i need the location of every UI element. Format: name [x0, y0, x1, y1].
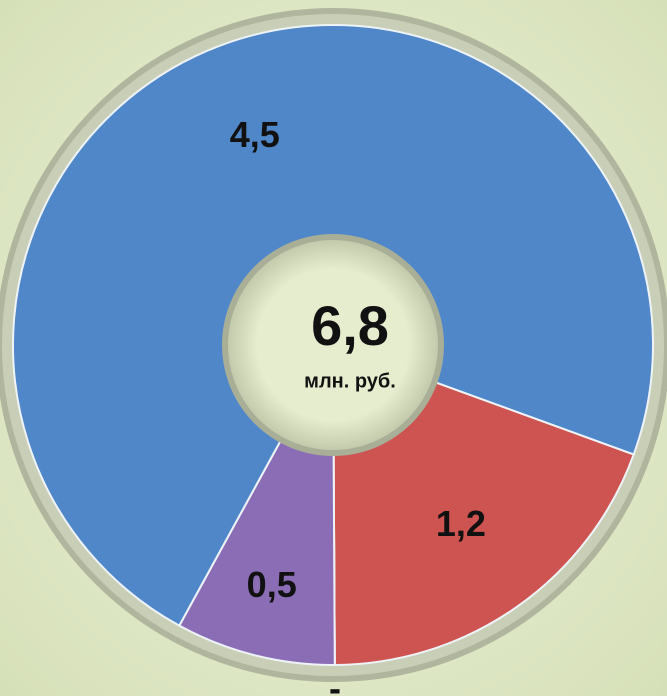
- center-total: 6,8: [311, 294, 389, 357]
- center-unit: млн. руб.: [304, 370, 396, 392]
- donut-hole: [222, 234, 444, 456]
- data-label: 0,5: [247, 564, 297, 605]
- data-label: 1,2: [436, 503, 486, 544]
- slices: [12, 24, 654, 667]
- data-label: -: [329, 668, 341, 696]
- data-label: 4,5: [230, 114, 280, 155]
